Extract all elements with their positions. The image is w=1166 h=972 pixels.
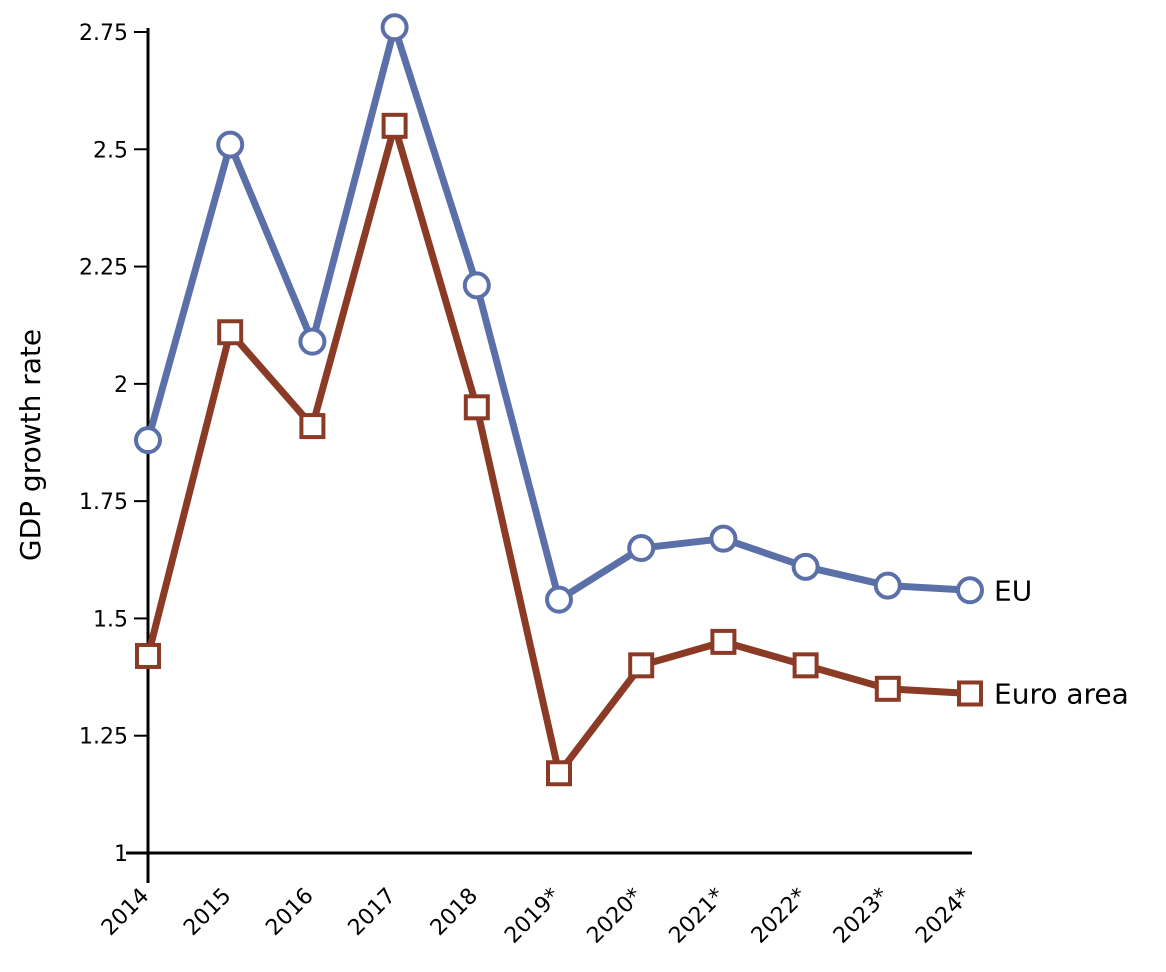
data-point bbox=[134, 426, 162, 455]
data-point bbox=[957, 680, 983, 707]
x-tick-label: 2021* bbox=[665, 884, 730, 949]
series-eu: EU bbox=[134, 13, 1032, 614]
data-point bbox=[298, 327, 327, 356]
y-tick-label: 2.25 bbox=[79, 256, 128, 281]
data-point bbox=[545, 585, 573, 614]
y-tick-label: 2 bbox=[114, 373, 128, 398]
data-point bbox=[299, 413, 326, 440]
x-tick-label: 2019* bbox=[500, 884, 565, 949]
data-point bbox=[627, 534, 656, 563]
chart-axes bbox=[126, 28, 972, 883]
data-point bbox=[956, 576, 984, 605]
x-tick-label: 2017 bbox=[344, 884, 401, 941]
series-line bbox=[144, 23, 971, 604]
y-axis-ticks: 1 1.25 1.5 1.75 2 2.25 2.5 2.75 bbox=[79, 21, 148, 867]
series-label: Euro area bbox=[994, 677, 1129, 710]
x-tick-label: 2015 bbox=[179, 884, 236, 941]
x-tick-label: 2018 bbox=[426, 884, 483, 941]
y-tick-label: 2.75 bbox=[79, 21, 128, 46]
y-tick-label: 1 bbox=[114, 842, 128, 867]
data-point bbox=[710, 628, 737, 655]
y-tick-label: 1.5 bbox=[93, 607, 128, 632]
data-point bbox=[216, 130, 245, 159]
data-point bbox=[217, 319, 244, 346]
data-point bbox=[709, 524, 738, 553]
series-euro-area: Euro area bbox=[135, 112, 1129, 787]
x-tick-label: 2023* bbox=[829, 884, 894, 949]
x-tick-label: 2016 bbox=[261, 884, 318, 941]
x-tick-label: 2024* bbox=[911, 884, 976, 949]
data-point bbox=[546, 760, 572, 787]
series-line bbox=[144, 122, 971, 777]
x-tick-label: 2022* bbox=[747, 884, 812, 949]
data-point bbox=[873, 571, 902, 600]
data-point bbox=[462, 271, 491, 300]
x-axis-ticks: 2014 2015 2016 2017 2018 2019* 2020* 2021* 2022*… bbox=[97, 884, 976, 949]
y-tick-label: 1.75 bbox=[79, 490, 128, 515]
data-point bbox=[874, 675, 901, 702]
y-tick-label: 1.25 bbox=[79, 725, 128, 750]
data-point bbox=[628, 652, 655, 679]
x-tick-label: 2014 bbox=[97, 884, 154, 941]
series-layer: EU Euro area bbox=[134, 13, 1129, 787]
y-tick-label: 2.5 bbox=[93, 138, 128, 163]
data-point bbox=[791, 552, 820, 581]
data-point bbox=[135, 642, 161, 669]
series-label: EU bbox=[994, 574, 1032, 607]
data-point bbox=[380, 13, 409, 42]
y-axis-title: GDP growth rate bbox=[14, 329, 47, 561]
data-point bbox=[792, 652, 819, 679]
x-tick-label: 2020* bbox=[582, 884, 647, 949]
data-point bbox=[381, 112, 408, 139]
data-point bbox=[463, 394, 490, 421]
